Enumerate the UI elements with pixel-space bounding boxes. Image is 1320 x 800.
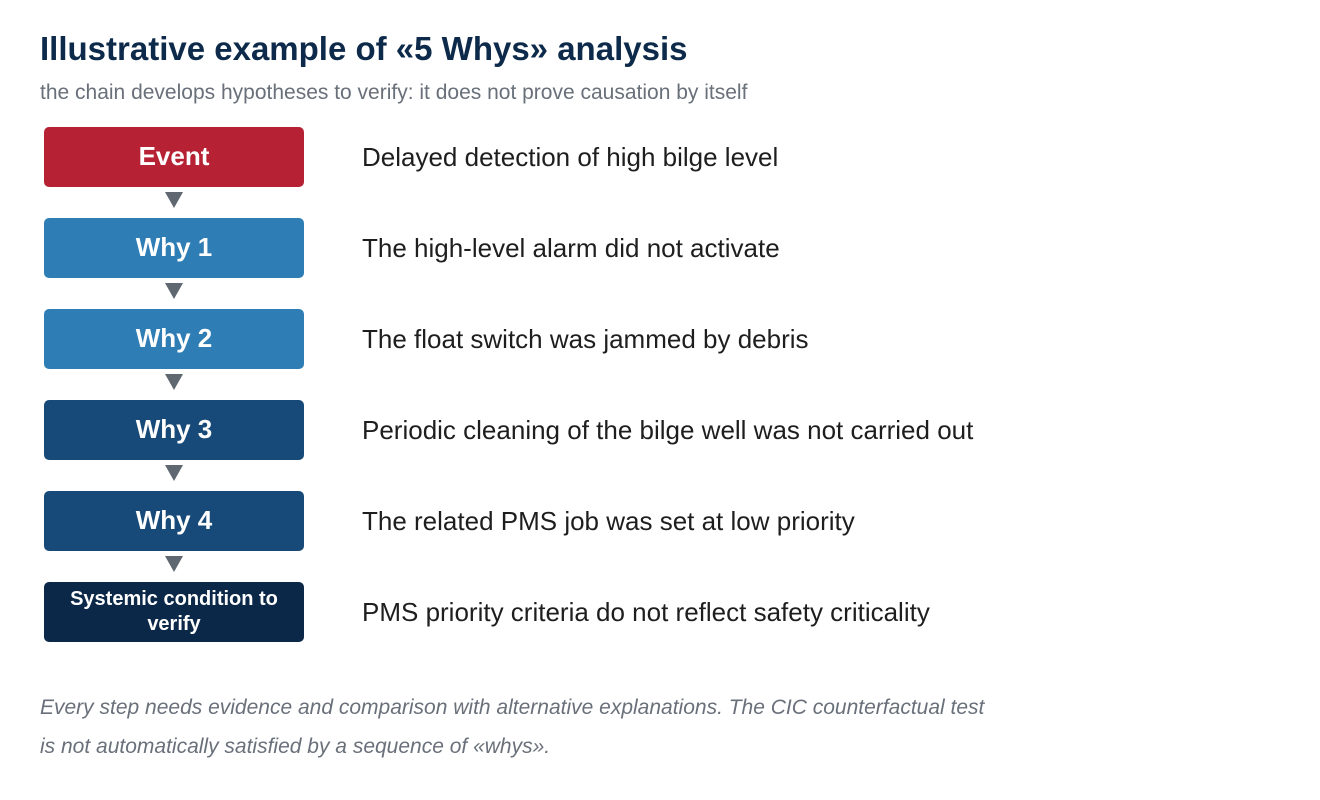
why-2-box: Why 2 xyxy=(44,309,304,369)
footnote-line-1: Every step needs evidence and comparison… xyxy=(40,696,985,719)
down-arrow-icon xyxy=(165,556,183,572)
why-1-box: Why 1 xyxy=(44,218,304,278)
why-4-box: Why 4 xyxy=(44,491,304,551)
down-arrow-icon xyxy=(165,283,183,299)
chain-step-why-4: Why 4 The related PMS job was set at low… xyxy=(44,491,1320,551)
why-3-box: Why 3 xyxy=(44,400,304,460)
systemic-condition-box: Systemic condition to verify xyxy=(44,582,304,642)
chain-step-event: Event Delayed detection of high bilge le… xyxy=(44,127,1320,187)
footnote-line-2: is not automatically satisfied by a sequ… xyxy=(40,735,551,758)
chain-step-systemic-condition: Systemic condition to verify PMS priorit… xyxy=(44,582,1320,642)
page-subtitle: the chain develops hypotheses to verify:… xyxy=(40,81,748,104)
down-arrow-icon xyxy=(165,374,183,390)
down-arrow-icon xyxy=(165,192,183,208)
chain-step-why-1: Why 1 The high-level alarm did not activ… xyxy=(44,218,1320,278)
page-title: Illustrative example of «5 Whys» analysi… xyxy=(40,30,688,67)
why-2-statement: The float switch was jammed by debris xyxy=(362,323,809,354)
why-4-statement: The related PMS job was set at low prior… xyxy=(362,505,855,536)
event-box: Event xyxy=(44,127,304,187)
systemic-condition-statement: PMS priority criteria do not reflect saf… xyxy=(362,596,930,627)
event-statement: Delayed detection of high bilge level xyxy=(362,141,779,172)
chain-step-why-3: Why 3 Periodic cleaning of the bilge wel… xyxy=(44,400,1320,460)
down-arrow-icon xyxy=(165,465,183,481)
why-3-statement: Periodic cleaning of the bilge well was … xyxy=(362,414,974,445)
chain-step-why-2: Why 2 The float switch was jammed by deb… xyxy=(44,309,1320,369)
why-1-statement: The high-level alarm did not activate xyxy=(362,232,780,263)
